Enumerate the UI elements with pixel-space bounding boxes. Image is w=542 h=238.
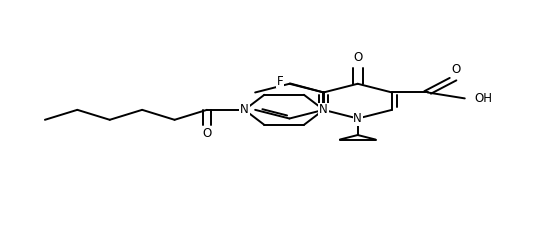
Text: O: O bbox=[451, 63, 460, 76]
Text: N: N bbox=[353, 112, 362, 125]
Text: F: F bbox=[277, 74, 283, 88]
Text: F: F bbox=[276, 74, 283, 88]
Text: N: N bbox=[319, 103, 328, 116]
Text: N: N bbox=[240, 103, 249, 116]
Text: O: O bbox=[353, 51, 363, 64]
Text: OH: OH bbox=[475, 92, 493, 105]
Text: O: O bbox=[202, 128, 211, 140]
